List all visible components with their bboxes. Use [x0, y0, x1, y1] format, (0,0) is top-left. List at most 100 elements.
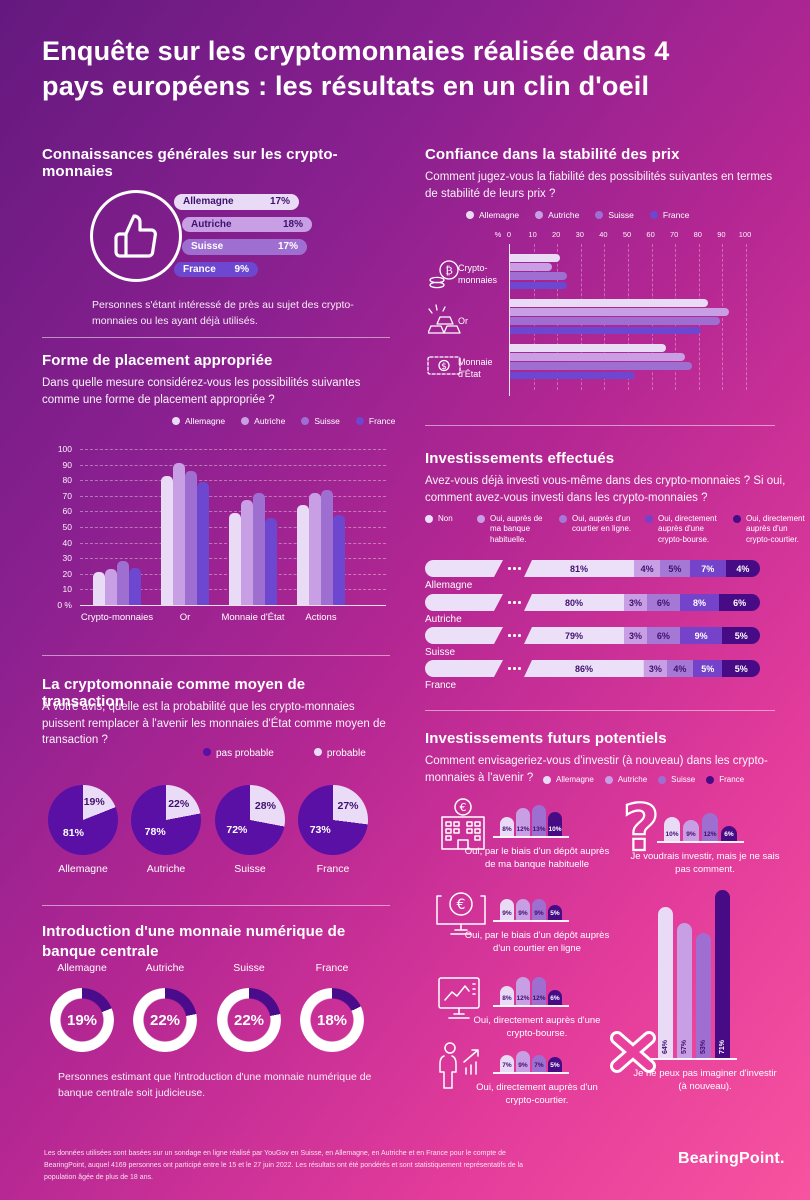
- break-dots-icon: [508, 667, 511, 670]
- bar-Or-Allemagne: [510, 299, 709, 307]
- future-group-3: 7% 9% 7% 5%: [500, 1050, 562, 1072]
- future-bar-value-text: 71%: [719, 1039, 726, 1054]
- legend-item: Allemagne: [172, 416, 225, 427]
- pie-pas-probable-value: 78%: [144, 826, 166, 839]
- future-group-label: Je voudrais investir, mais je ne sais pa…: [630, 851, 780, 875]
- future-bar-Allemagne: 64%: [658, 906, 673, 1058]
- bar-Actions-Autriche: [309, 492, 321, 605]
- future-bar-value: 8%: [502, 825, 512, 833]
- future-bar-value: 9%: [518, 1061, 528, 1069]
- gridline: [628, 244, 629, 390]
- break-dots-icon: [513, 634, 516, 637]
- bar-Crypto-monnaies-Allemagne: [93, 572, 105, 605]
- future-bar-Suisse: 9%: [532, 898, 546, 920]
- bar-Or-Suisse: [510, 317, 721, 325]
- online-broker-icon: €: [433, 888, 489, 938]
- future-bar-value: 12%: [516, 825, 530, 833]
- future-group-label: Oui, par le biais d'un dépôt auprès de m…: [464, 846, 610, 870]
- gridline: [80, 480, 386, 482]
- donut-allemagne: [50, 988, 114, 1052]
- invest-segment-1: 4%: [634, 560, 661, 577]
- gridline: [80, 449, 386, 450]
- invest-segment-4: 5%: [722, 627, 760, 644]
- donut-country-label: Autriche: [145, 962, 185, 974]
- pie-country-label: France: [316, 863, 350, 875]
- invest-segment-2: 4%: [666, 660, 693, 677]
- legend-label: Autriche: [617, 775, 648, 784]
- future-bar-value: 10%: [665, 830, 679, 838]
- future-baseline: [493, 920, 569, 922]
- legend-dot-icon: [559, 515, 567, 523]
- bar-Crypto-monnaies-Autriche: [105, 569, 117, 605]
- gridline: [80, 464, 386, 466]
- break-dots-icon: [513, 601, 516, 604]
- crypto-broker-icon: [438, 1040, 486, 1092]
- bar-Monnaie d'État-Autriche: [510, 353, 685, 361]
- legend-label: France: [719, 775, 745, 784]
- legend-label: Allemagne: [556, 775, 594, 784]
- invest-bar-main: 81% 4% 5% 7% 4%: [524, 560, 760, 577]
- future-bar-Autriche: 9%: [516, 898, 530, 920]
- investments-legend: Non Oui, auprès de ma banque habituelle. O…: [425, 514, 810, 545]
- knowledge-bar-text: France: [183, 263, 216, 275]
- legend-dot-icon: [535, 211, 544, 219]
- legend-dot-icon: [203, 748, 211, 756]
- legend-item: France: [706, 775, 744, 785]
- invest-segment-0: 79%: [524, 627, 625, 644]
- legend-dot-icon: [241, 417, 250, 425]
- knowledge-bar-text: 17%: [277, 241, 298, 253]
- footer-disclaimer: Les données utilisées sont basées sur un…: [44, 1150, 524, 1181]
- future-bar-value: 9%: [686, 830, 696, 838]
- break-dots-icon: [508, 567, 511, 570]
- y-tick-label: 80: [62, 475, 72, 486]
- future-bar-value: 9%: [534, 909, 544, 917]
- section-title-investments: Investissements effectués: [425, 450, 615, 467]
- legend-label: Suisse: [314, 416, 340, 426]
- donut-country-label: Suisse: [233, 962, 265, 974]
- cbdc-note: Personnes estimant que l'introduction d'…: [58, 1071, 372, 1099]
- bar-Or-Allemagne: [161, 475, 173, 605]
- svg-text:€: €: [457, 897, 466, 913]
- future-bar-Allemagne: 7%: [500, 1055, 514, 1072]
- divider: [42, 655, 390, 656]
- y-tick-label: 60: [62, 506, 72, 517]
- break-dots-icon: [508, 634, 511, 637]
- knowledge-bars: Allemagne 17% Autriche 18% Suisse 17% France 9%: [174, 194, 312, 277]
- knowledge-bar-text: 9%: [234, 263, 249, 275]
- divider: [425, 710, 775, 711]
- legend-item: Oui, directement auprès d'un crypto-cour…: [733, 514, 810, 545]
- future-bar-Autriche: 12%: [516, 976, 530, 1005]
- future-bar-value: 71%: [715, 1040, 730, 1054]
- placement-legend: Allemagne Autriche Suisse France: [172, 416, 395, 427]
- future-bar-Suisse: 53%: [696, 932, 711, 1058]
- gridline: [557, 244, 559, 390]
- legend-item: Suisse: [658, 775, 695, 785]
- section-title-future: Investissements futurs potentiels: [425, 730, 667, 747]
- invest-bar-break-left: [425, 560, 503, 577]
- future-baseline: [657, 841, 744, 843]
- legend-label: pas probable: [216, 748, 274, 759]
- legend-item: Allemagne: [466, 210, 519, 221]
- placement-chart: [80, 449, 386, 606]
- future-legend: Allemagne Autriche Suisse France: [543, 775, 744, 785]
- section-title-cbdc: Introduction d'une monnaie numérique de …: [42, 923, 346, 961]
- future-bar-value: 8%: [502, 994, 512, 1002]
- invest-segment-3: 9%: [679, 627, 723, 644]
- future-group-4: 10% 9% 12% 6%: [664, 812, 737, 841]
- bar-Or-Autriche: [510, 308, 730, 316]
- x-category-label: Monnaie d'État: [221, 612, 285, 623]
- bar-Crypto-monnaies-Allemagne: [510, 254, 560, 262]
- future-bar-Autriche: 57%: [677, 923, 692, 1058]
- bar-Or-France: [197, 481, 209, 605]
- future-bar-Autriche: 9%: [683, 819, 699, 841]
- future-baseline: [651, 1058, 737, 1060]
- y-tick-label: 0 %: [57, 600, 72, 610]
- legend-label: probable: [326, 748, 366, 759]
- x-category-label: Actions: [305, 612, 337, 623]
- legend-item: France: [649, 210, 690, 221]
- legend-label: France: [662, 210, 690, 220]
- pie-pas-probable-value: 73%: [309, 824, 331, 837]
- investments-subtitle: Avez-vous déjà investi vous-même dans de…: [425, 475, 786, 504]
- y-tick-label: 20: [62, 568, 72, 579]
- thumbs-up-badge: [90, 190, 182, 282]
